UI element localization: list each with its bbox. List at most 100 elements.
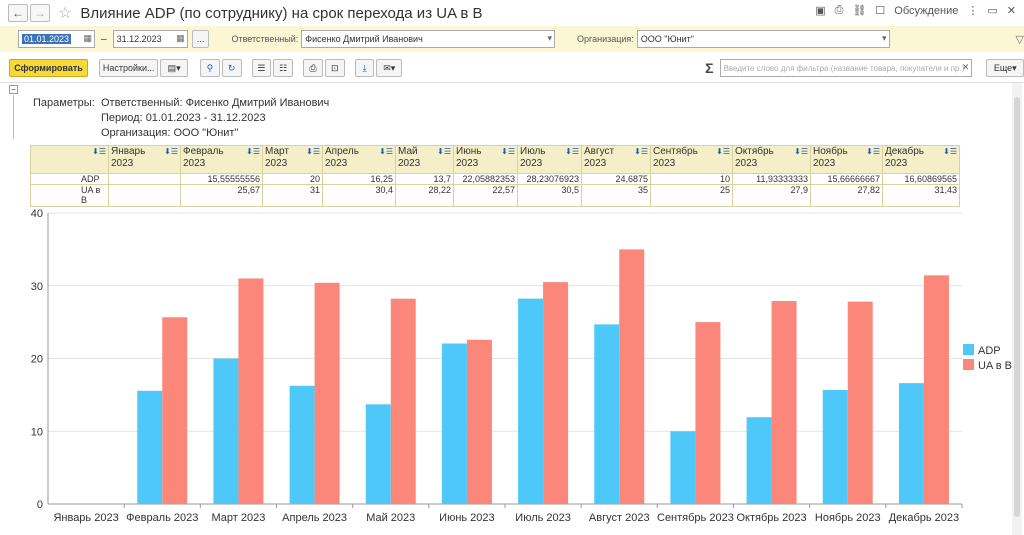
- period-select-button[interactable]: ...: [191, 30, 210, 48]
- sort-icon[interactable]: ⬇☰: [866, 147, 880, 156]
- bar-ua: [923, 275, 949, 504]
- column-header[interactable]: Октябрь 2023 ⬇☰: [732, 145, 811, 174]
- bar-adp: [670, 431, 696, 504]
- data-table: ⬇☰ Январь 2023 ⬇☰ Февраль 2023 ⬇☰ Март 2023 ⬇☰ Ап…: [30, 145, 960, 207]
- bar-adp: [822, 390, 848, 504]
- legend-swatch: [963, 344, 974, 355]
- cell-adp: 24,6875: [581, 173, 651, 185]
- close-icon[interactable]: ✕: [1006, 5, 1016, 17]
- month-name: Март: [265, 146, 289, 157]
- sort-icon[interactable]: ⬇☰: [437, 147, 451, 156]
- column-header[interactable]: Декабрь 2023 ⬇☰: [882, 145, 960, 174]
- clear-icon[interactable]: ✕: [961, 62, 970, 72]
- column-header[interactable]: Май 2023 ⬇☰: [395, 145, 454, 174]
- group-toggle[interactable]: −: [9, 85, 18, 94]
- row-label-ua: UA в B: [30, 184, 109, 207]
- save-button[interactable]: ⤓: [354, 59, 375, 77]
- filter-bar: 01.01.2023 ▦ – 31.12.2023 ▦ ... Ответств…: [0, 26, 1024, 52]
- vertical-scrollbar[interactable]: [1012, 83, 1022, 535]
- params-heading: Параметры:: [33, 97, 95, 109]
- y-tick-label: 20: [31, 354, 43, 366]
- more-button[interactable]: Еще ▾: [986, 59, 1024, 77]
- filter-search-placeholder: Введите слово для фильтра (название това…: [723, 63, 965, 73]
- preview-button[interactable]: ⊡: [324, 59, 345, 77]
- variants-button[interactable]: ▤▾: [160, 59, 188, 77]
- sort-icon[interactable]: ⬇☰: [501, 147, 515, 156]
- responsible-field[interactable]: Фисенко Дмитрий Иванович ▾: [301, 30, 555, 48]
- forward-button[interactable]: →: [30, 4, 50, 22]
- month-name: Январь: [111, 146, 146, 157]
- cell-adp: 15,66666667: [810, 173, 883, 185]
- sort-icon[interactable]: ⬇☰: [634, 147, 648, 156]
- save-icon[interactable]: ▣: [815, 5, 826, 17]
- table-corner-cell: ⬇☰: [30, 145, 109, 174]
- column-header[interactable]: Март 2023 ⬇☰: [262, 145, 323, 174]
- x-tick-label: Июнь 2023: [439, 512, 495, 524]
- x-tick-label: Ноябрь 2023: [815, 512, 881, 524]
- command-bar: Сформировать Настройки... ▤▾ ⚲ ↻ ☰ ☷ ⎙ ⊡…: [0, 56, 1024, 80]
- bar-adp: [137, 390, 163, 504]
- column-header[interactable]: Сентябрь 2023 ⬇☰: [650, 145, 733, 174]
- calendar-icon[interactable]: ▦: [83, 33, 93, 43]
- sort-icon[interactable]: ⬇☰: [565, 147, 579, 156]
- month-year: 2023: [584, 158, 607, 169]
- sort-icon[interactable]: ⬇☰: [306, 147, 320, 156]
- bar-adp: [746, 417, 772, 504]
- date-to-field[interactable]: 31.12.2023 ▦: [112, 30, 188, 48]
- sort-icon[interactable]: ⬇☰: [716, 147, 730, 156]
- sort-icon[interactable]: ⬇☰: [92, 147, 106, 156]
- expand-button[interactable]: ☰: [251, 59, 272, 77]
- org-field[interactable]: ООО "Юнит" ▾: [636, 30, 890, 48]
- y-tick-label: 30: [31, 281, 43, 293]
- month-name: Май: [398, 146, 418, 157]
- sort-icon[interactable]: ⬇☰: [164, 147, 178, 156]
- column-header[interactable]: Июнь 2023 ⬇☰: [453, 145, 518, 174]
- column-header[interactable]: Январь 2023 ⬇☰: [108, 145, 181, 174]
- column-header[interactable]: Август 2023 ⬇☰: [581, 145, 651, 174]
- calendar-icon[interactable]: ▦: [176, 33, 185, 43]
- print-button[interactable]: ⎙: [303, 59, 323, 77]
- x-tick-label: Октябрь 2023: [736, 512, 806, 524]
- month-name: Февраль: [183, 146, 224, 157]
- star-icon[interactable]: ☆: [58, 5, 73, 22]
- org-value: ООО "Юнит": [640, 34, 694, 44]
- discussion-label[interactable]: Обсуждение: [894, 4, 959, 17]
- column-header[interactable]: Июль 2023 ⬇☰: [517, 145, 582, 174]
- sigma-icon[interactable]: Σ: [705, 60, 714, 76]
- scrollbar-thumb[interactable]: [1014, 97, 1020, 517]
- column-header[interactable]: Февраль 2023 ⬇☰: [180, 145, 263, 174]
- search-button[interactable]: ⚲: [199, 59, 220, 77]
- discussion-icon[interactable]: ☐: [875, 5, 886, 17]
- sort-icon[interactable]: ⬇☰: [794, 147, 808, 156]
- menu-icon[interactable]: ⋮: [967, 5, 979, 17]
- sort-icon[interactable]: ⬇☰: [379, 147, 393, 156]
- bar-adp: [441, 343, 467, 504]
- bar-ua: [390, 298, 416, 504]
- x-tick-label: Сентябрь 2023: [657, 512, 734, 524]
- restore-icon[interactable]: ▭: [987, 5, 998, 17]
- x-tick-label: Май 2023: [366, 512, 415, 524]
- bar-chart: 0 10 20 30 40 Январь 2023 Февраль 2023 Март 202…: [31, 208, 1012, 524]
- cell-ua: 25,67: [180, 184, 263, 207]
- send-button[interactable]: ✉▾: [376, 59, 403, 77]
- date-from-field[interactable]: 01.01.2023 ▦: [18, 30, 96, 48]
- column-header[interactable]: Ноябрь 2023 ⬇☰: [810, 145, 883, 174]
- month-name: Октябрь: [735, 146, 774, 157]
- collapse-button[interactable]: ☷: [273, 59, 294, 77]
- column-header[interactable]: Апрель 2023 ⬇☰: [322, 145, 396, 174]
- month-name: Декабрь: [885, 146, 924, 157]
- filter-icon[interactable]: ▽: [1015, 33, 1024, 46]
- settings-button[interactable]: Настройки...: [99, 59, 159, 77]
- chevron-down-icon[interactable]: ▾: [882, 33, 887, 43]
- chevron-down-icon[interactable]: ▾: [547, 33, 552, 43]
- month-year: 2023: [265, 158, 288, 169]
- refresh-search-button[interactable]: ↻: [221, 59, 242, 77]
- link-icon[interactable]: ⛓: [852, 5, 867, 17]
- legend-label: ADP: [978, 345, 1001, 357]
- filter-search-input[interactable]: Введите слово для фильтра (название това…: [719, 59, 973, 77]
- generate-button[interactable]: Сформировать: [9, 59, 89, 77]
- back-button[interactable]: ←: [8, 4, 28, 22]
- sort-icon[interactable]: ⬇☰: [943, 147, 957, 156]
- print-icon[interactable]: ⎙: [834, 4, 844, 16]
- sort-icon[interactable]: ⬇☰: [246, 147, 260, 156]
